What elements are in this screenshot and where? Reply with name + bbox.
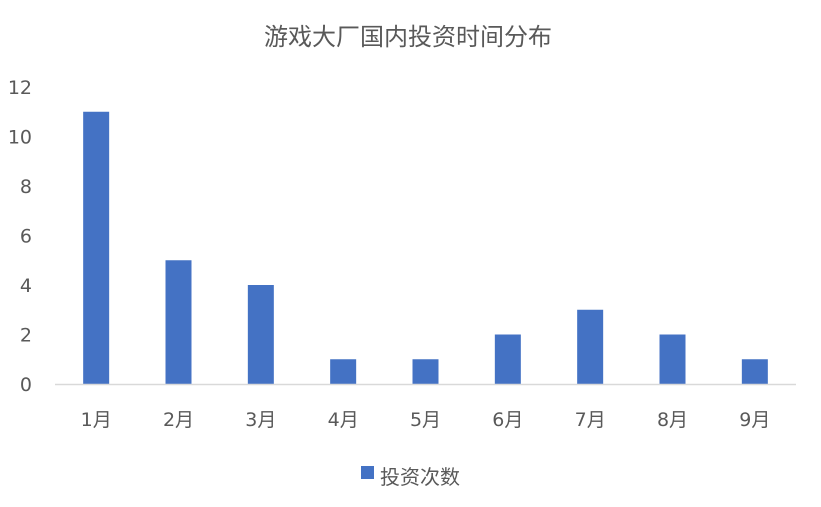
x-tick-label: 1月 [81, 409, 112, 431]
y-tick-label: 4 [20, 275, 32, 297]
x-tick-label: 6月 [492, 409, 523, 431]
x-tick-label: 5月 [410, 409, 441, 431]
bar [247, 285, 274, 384]
bar [659, 334, 686, 384]
bar-series [83, 111, 768, 384]
bar [577, 309, 604, 384]
x-tick-label: 8月 [657, 409, 688, 431]
bar [83, 111, 110, 384]
bar [741, 359, 768, 384]
legend-label: 投资次数 [380, 465, 460, 489]
bar [412, 359, 439, 384]
y-axis: 0 2 4 6 8 10 12 [8, 77, 32, 396]
y-tick-label: 0 [20, 374, 32, 396]
x-tick-label: 9月 [739, 409, 770, 431]
legend-swatch [361, 466, 374, 479]
bar [330, 359, 357, 384]
y-tick-label: 6 [20, 226, 32, 248]
y-tick-label: 2 [20, 325, 32, 347]
bar [165, 260, 192, 384]
x-tick-label: 3月 [245, 409, 276, 431]
legend: 投资次数 [361, 465, 460, 489]
y-tick-label: 8 [20, 176, 32, 198]
y-tick-label: 10 [8, 127, 32, 149]
x-tick-label: 7月 [575, 409, 606, 431]
y-tick-label: 12 [8, 77, 32, 99]
bar [494, 334, 521, 384]
x-tick-label: 2月 [163, 409, 194, 431]
x-axis: 1月 2月 3月 4月 5月 6月 7月 8月 9月 [81, 409, 771, 431]
x-tick-label: 4月 [328, 409, 359, 431]
chart-title: 游戏大厂国内投资时间分布 [264, 23, 552, 51]
